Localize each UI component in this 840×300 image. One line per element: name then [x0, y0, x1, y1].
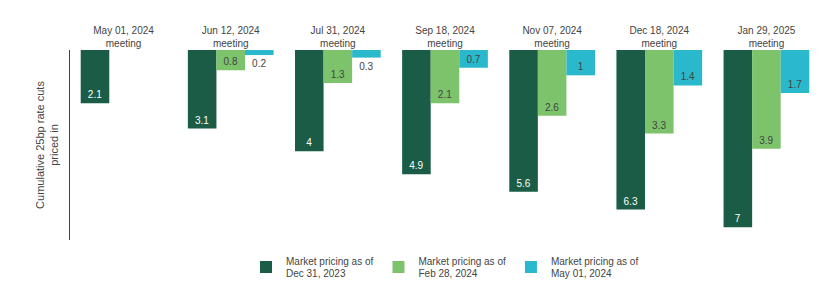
- svg-text:1.4: 1.4: [681, 71, 695, 82]
- svg-text:4: 4: [306, 137, 312, 148]
- svg-text:Market pricing as ofMay 01, 20: Market pricing as ofMay 01, 2024: [551, 256, 638, 280]
- svg-text:Market pricing as ofDec 31, 20: Market pricing as ofDec 31, 2023: [286, 256, 373, 280]
- svg-text:Sep 18, 2024meeting: Sep 18, 2024meeting: [415, 25, 475, 49]
- svg-text:May 01, 2024meeting: May 01, 2024meeting: [93, 25, 154, 49]
- svg-text:2.1: 2.1: [88, 89, 102, 100]
- svg-text:7: 7: [735, 213, 741, 224]
- svg-text:4.9: 4.9: [409, 160, 423, 171]
- svg-text:5.6: 5.6: [516, 178, 530, 189]
- svg-text:0.8: 0.8: [224, 56, 238, 67]
- svg-text:Jul 31, 2024meeting: Jul 31, 2024meeting: [311, 25, 366, 49]
- svg-text:3.3: 3.3: [652, 120, 666, 131]
- svg-text:1.7: 1.7: [788, 79, 802, 90]
- svg-text:6.3: 6.3: [624, 196, 638, 207]
- svg-text:Jun 12, 2024meeting: Jun 12, 2024meeting: [202, 25, 260, 49]
- svg-text:2.6: 2.6: [545, 102, 559, 113]
- svg-text:Jan 29, 2025meeting: Jan 29, 2025meeting: [738, 25, 796, 49]
- svg-text:1: 1: [578, 61, 584, 72]
- svg-text:Cumulative 25bp rate cutsprice: Cumulative 25bp rate cutspriced in: [34, 81, 60, 209]
- svg-text:Market pricing as ofFeb 28, 20: Market pricing as ofFeb 28, 2024: [418, 256, 505, 280]
- svg-text:3.9: 3.9: [759, 135, 773, 146]
- svg-text:0.3: 0.3: [359, 61, 373, 72]
- svg-text:3.1: 3.1: [195, 115, 209, 126]
- svg-text:1.3: 1.3: [331, 69, 345, 80]
- svg-text:0.7: 0.7: [466, 54, 480, 65]
- svg-text:2.1: 2.1: [438, 89, 452, 100]
- svg-text:Dec 18, 2024meeting: Dec 18, 2024meeting: [630, 25, 690, 49]
- svg-text:Nov 07, 2024meeting: Nov 07, 2024meeting: [522, 25, 582, 49]
- svg-text:0.2: 0.2: [252, 58, 266, 69]
